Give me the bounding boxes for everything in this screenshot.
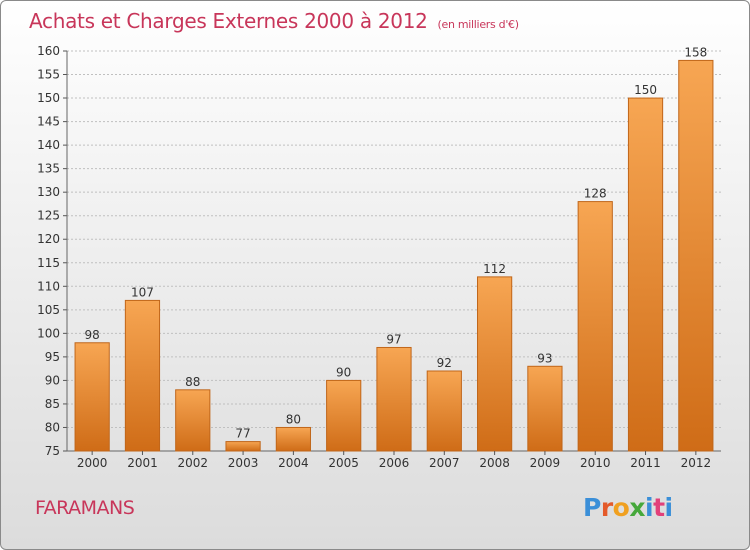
bar-value-label: 80 (286, 412, 301, 426)
x-tick-label: 2001 (127, 456, 158, 470)
x-tick-label: 2011 (630, 456, 661, 470)
y-tick-label: 135 (37, 162, 60, 176)
x-tick-label: 2012 (681, 456, 712, 470)
y-tick-label: 130 (37, 185, 60, 199)
location-name: FARAMANS (35, 497, 135, 519)
x-tick-label: 2000 (77, 456, 108, 470)
bar-2012 (678, 59, 714, 452)
bar-value-label: 93 (537, 351, 552, 365)
x-tick-label: 2002 (177, 456, 208, 470)
x-tick-label: 2008 (479, 456, 510, 470)
bar-2003 (225, 441, 261, 452)
bar-value-label: 150 (634, 83, 657, 97)
bar-2008 (477, 276, 513, 452)
bar-value-label: 92 (437, 356, 452, 370)
logo-letter: P (583, 493, 601, 522)
bar-2009 (527, 365, 563, 452)
bar-2004 (275, 426, 311, 452)
y-tick-label: 105 (37, 303, 60, 317)
x-tick-label: 2009 (530, 456, 561, 470)
x-tick-label: 2006 (379, 456, 410, 470)
bar-2010 (577, 201, 613, 452)
x-tick-label: 2010 (580, 456, 611, 470)
y-tick-label: 140 (37, 138, 60, 152)
y-tick-label: 160 (37, 44, 60, 58)
y-tick-label: 115 (37, 256, 60, 270)
logo-letter: i (645, 493, 654, 522)
logo-letter: r (600, 493, 613, 522)
y-tick-label: 120 (37, 232, 60, 246)
y-tick-label: 75 (45, 444, 60, 458)
y-tick-label: 150 (37, 91, 60, 105)
chart-unit-note: (en milliers d'€) (437, 18, 519, 31)
x-tick-label: 2004 (278, 456, 309, 470)
y-tick-label: 85 (45, 397, 60, 411)
y-tick-label: 95 (45, 350, 60, 364)
y-tick-label: 125 (37, 209, 60, 223)
x-tick-label: 2005 (328, 456, 359, 470)
x-tick-label: 2003 (228, 456, 259, 470)
bar-2005 (326, 379, 362, 452)
bar-value-label: 107 (131, 285, 154, 299)
bar-2001 (124, 299, 161, 452)
bar-value-label: 128 (584, 187, 607, 201)
logo-letter: o (612, 493, 630, 522)
y-tick-label: 90 (45, 373, 60, 387)
chart-title-text: Achats et Charges Externes 2000 à 2012 (29, 9, 428, 33)
y-tick-label: 110 (37, 279, 60, 293)
logo-letter: i (664, 493, 674, 522)
bar-2007 (426, 370, 462, 452)
bar-value-label: 98 (85, 328, 100, 342)
bar-value-label: 90 (336, 365, 351, 379)
bar-2000 (74, 342, 110, 452)
bar-2011 (627, 97, 664, 452)
bar-value-label: 77 (235, 427, 250, 441)
y-tick-label: 145 (37, 115, 60, 129)
bar-2006 (376, 346, 412, 452)
bar-value-label: 88 (185, 375, 200, 389)
bar-value-label: 97 (386, 332, 401, 346)
proxiti-logo: Proxiti (583, 493, 673, 522)
chart-title: Achats et Charges Externes 2000 à 2012 (e… (29, 9, 519, 33)
y-tick-label: 80 (45, 420, 60, 434)
y-tick-label: 155 (37, 68, 60, 82)
logo-letter: t (653, 493, 665, 522)
bar-2002 (175, 389, 211, 452)
logo-letter: x (629, 493, 645, 522)
bar-value-label: 112 (483, 262, 506, 276)
bar-value-label: 158 (684, 45, 707, 59)
y-tick-label: 100 (37, 326, 60, 340)
x-tick-label: 2007 (429, 456, 460, 470)
